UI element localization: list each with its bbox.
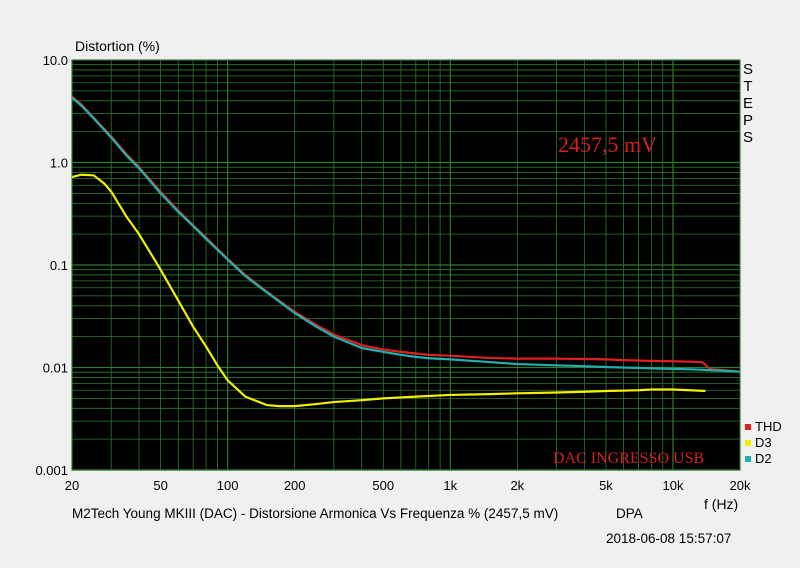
x-tick-label: 200 — [284, 478, 306, 493]
legend-swatch — [745, 456, 751, 462]
chart-caption: M2Tech Young MKIII (DAC) - Distorsione A… — [72, 506, 559, 521]
y-axis-ticks: 10.0 1.0 0.1 0.01 0.001 — [35, 53, 68, 478]
steps-letter: T — [743, 78, 752, 95]
y-tick-label: 0.01 — [43, 361, 68, 376]
plot-border — [71, 59, 741, 471]
x-tick-label: 20k — [730, 478, 751, 493]
x-tick-label: 1k — [443, 478, 457, 493]
series-layer — [71, 95, 741, 408]
steps-letter: S — [743, 129, 753, 146]
y-tick-label: 0.001 — [35, 463, 68, 478]
series-line-d3 — [71, 173, 706, 408]
y-axis-title: Distortion (%) — [75, 38, 160, 54]
y-tick-label: 0.1 — [50, 258, 68, 273]
legend-label: D3 — [755, 435, 772, 450]
x-tick-label: 100 — [217, 478, 239, 493]
steps-letter: E — [743, 95, 753, 112]
legend-label: THD — [755, 419, 782, 434]
brand-label: DPA — [616, 506, 643, 521]
series-line-d2 — [71, 96, 741, 373]
legend-swatch — [745, 440, 751, 446]
legend-label: D2 — [755, 451, 772, 466]
level-annotation: 2457,5 mV — [558, 132, 657, 157]
x-tick-label: 2k — [510, 478, 524, 493]
x-axis-title: f (Hz) — [704, 496, 738, 512]
series-line-thd — [71, 95, 741, 373]
steps-letter: P — [743, 112, 753, 129]
x-tick-label: 20 — [65, 478, 79, 493]
source-annotation: DAC INGRESSO USB — [553, 450, 704, 467]
timestamp: 2018-06-08 15:57:07 — [606, 531, 732, 546]
x-tick-label: 500 — [372, 478, 394, 493]
steps-letter: S — [743, 61, 753, 78]
x-tick-label: 10k — [662, 478, 683, 493]
legend-swatch — [745, 424, 751, 430]
x-axis-ticks: 20 50 100 200 500 1k 2k 5k 10k 20k — [65, 478, 751, 493]
y-tick-label: 1.0 — [50, 156, 68, 171]
x-tick-label: 5k — [599, 478, 613, 493]
y-tick-label: 10.0 — [43, 53, 68, 68]
x-tick-label: 50 — [153, 478, 167, 493]
